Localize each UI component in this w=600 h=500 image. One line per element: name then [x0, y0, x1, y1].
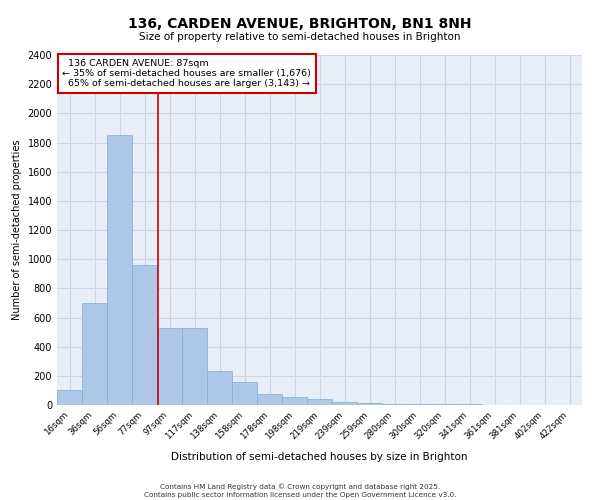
Bar	[182, 328, 207, 405]
Bar	[57, 390, 82, 405]
Bar	[257, 394, 282, 405]
Bar	[357, 403, 382, 405]
X-axis label: Distribution of semi-detached houses by size in Brighton: Distribution of semi-detached houses by …	[171, 452, 468, 462]
Bar	[82, 303, 107, 405]
Bar	[132, 265, 157, 405]
Text: Size of property relative to semi-detached houses in Brighton: Size of property relative to semi-detach…	[139, 32, 461, 42]
Bar	[432, 404, 457, 405]
Bar	[307, 399, 332, 405]
Bar	[107, 135, 132, 405]
Bar	[457, 404, 482, 405]
Bar	[332, 402, 357, 405]
Bar	[232, 382, 257, 405]
Bar	[157, 328, 182, 405]
Bar	[207, 372, 232, 405]
Bar	[407, 404, 432, 405]
Text: 136 CARDEN AVENUE: 87sqm
← 35% of semi-detached houses are smaller (1,676)
  65%: 136 CARDEN AVENUE: 87sqm ← 35% of semi-d…	[62, 58, 311, 88]
Y-axis label: Number of semi-detached properties: Number of semi-detached properties	[12, 140, 22, 320]
Bar	[382, 404, 407, 405]
Text: 136, CARDEN AVENUE, BRIGHTON, BN1 8NH: 136, CARDEN AVENUE, BRIGHTON, BN1 8NH	[128, 18, 472, 32]
Text: Contains HM Land Registry data © Crown copyright and database right 2025.
Contai: Contains HM Land Registry data © Crown c…	[144, 484, 456, 498]
Bar	[282, 397, 307, 405]
